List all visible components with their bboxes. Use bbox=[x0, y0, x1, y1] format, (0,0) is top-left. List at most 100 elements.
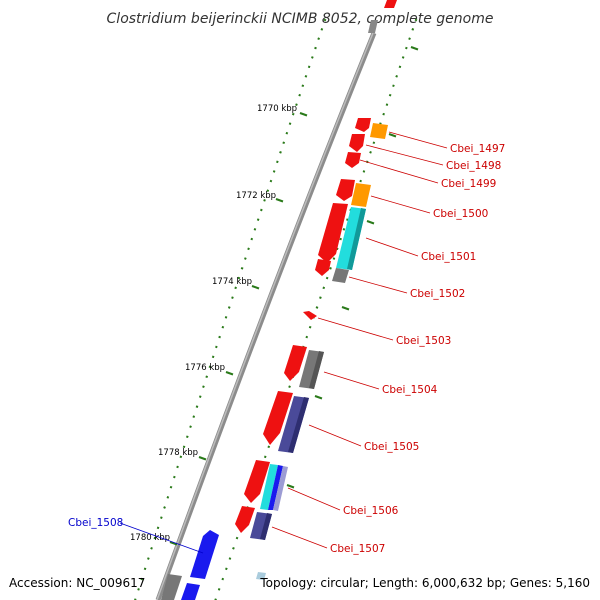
inner-tick bbox=[221, 325, 225, 329]
gene-label-cbei-1500[interactable]: Cbei_1500 bbox=[433, 208, 488, 220]
inner-tick bbox=[237, 276, 241, 280]
inner-tick bbox=[256, 218, 260, 221]
gene-arrow-1501-red[interactable] bbox=[318, 203, 348, 263]
tick-label-1778: 1778 kbp bbox=[158, 448, 198, 458]
outer-major-tick bbox=[314, 395, 323, 400]
tick-label-1772: 1772 kbp bbox=[236, 191, 276, 201]
inner-tick bbox=[291, 112, 295, 116]
outer-tick bbox=[232, 546, 235, 550]
outer-tick bbox=[225, 567, 228, 571]
gene-label-cbei-1503[interactable]: Cbei_1503 bbox=[396, 335, 451, 347]
inner-tick bbox=[179, 455, 183, 459]
inner-tick bbox=[202, 385, 205, 389]
map-title: Clostridium beijerinckii NCIMB 8052, com… bbox=[107, 11, 494, 27]
inner-tick bbox=[269, 179, 273, 183]
inner-tick bbox=[260, 208, 263, 212]
inner-tick bbox=[311, 56, 314, 59]
inner-tick bbox=[272, 170, 276, 173]
gene-arrow-1503-red[interactable] bbox=[303, 311, 317, 320]
gene-arrow-1507-red[interactable] bbox=[235, 506, 255, 533]
inner-tick bbox=[304, 74, 308, 78]
inner-tick bbox=[140, 577, 144, 581]
gene-arrow-bottom-blue[interactable] bbox=[181, 583, 200, 600]
label-connectors bbox=[119, 131, 448, 554]
gene-box-1507-slate-shade bbox=[260, 513, 272, 540]
outer-tick bbox=[398, 65, 402, 69]
inner-tick bbox=[163, 506, 166, 509]
outer-tick bbox=[414, 18, 418, 22]
gene-label-cbei-1501[interactable]: Cbei_1501 bbox=[421, 251, 476, 263]
accession-text: Accession: NC_009617 bbox=[9, 576, 145, 590]
gene-label-cbei-1506[interactable]: Cbei_1506 bbox=[343, 505, 399, 517]
outer-tick bbox=[217, 588, 221, 591]
major-tick bbox=[299, 112, 308, 117]
inner-tick bbox=[279, 150, 282, 154]
outer-tick bbox=[408, 37, 411, 41]
gene-label-cbei-1504[interactable]: Cbei_1504 bbox=[382, 384, 438, 396]
outer-tick bbox=[392, 84, 395, 88]
gene-box-1502-gray[interactable] bbox=[332, 268, 349, 283]
genome-backbone bbox=[155, 32, 377, 600]
gene-box-bottom-gray[interactable] bbox=[161, 574, 182, 600]
outer-tick bbox=[228, 557, 232, 560]
outer-tick bbox=[372, 141, 376, 145]
gene-features bbox=[161, 118, 388, 600]
inner-tick bbox=[160, 516, 163, 519]
gene-arrow-1504-red[interactable] bbox=[284, 345, 307, 381]
gene-label-cbei-1502[interactable]: Cbei_1502 bbox=[410, 288, 465, 300]
gene-label-cbei-1497[interactable]: Cbei_1497 bbox=[450, 143, 505, 155]
outer-tick bbox=[263, 455, 267, 459]
outer-tick bbox=[388, 93, 392, 97]
inner-tick bbox=[263, 199, 266, 202]
inner-tick bbox=[208, 365, 212, 369]
gene-label-cbei-1498[interactable]: Cbei_1498 bbox=[446, 160, 501, 172]
gene-arrow-1498-red[interactable] bbox=[349, 134, 365, 152]
inner-tick bbox=[227, 306, 231, 309]
inner-tick bbox=[143, 567, 147, 571]
gene-box-1500-orange[interactable] bbox=[351, 183, 371, 207]
inner-tick bbox=[198, 395, 202, 398]
tick-label-1770: 1770 kbp bbox=[257, 104, 297, 114]
gene-arrow-1502-red[interactable] bbox=[315, 259, 331, 276]
inner-tick bbox=[282, 141, 286, 145]
major-tick bbox=[198, 456, 207, 461]
outer-tick bbox=[267, 445, 271, 449]
gene-arrow-1506-red[interactable] bbox=[244, 460, 270, 503]
inner-tick bbox=[156, 526, 160, 530]
gene-arrow-1505-red[interactable] bbox=[263, 391, 293, 445]
gene-arrow-1499-red[interactable] bbox=[345, 152, 361, 168]
inner-tick bbox=[182, 445, 186, 449]
outer-tick bbox=[322, 286, 326, 290]
outer-tick bbox=[342, 228, 346, 231]
outer-major-tick bbox=[286, 484, 295, 489]
gene-box-1497-orange[interactable] bbox=[370, 123, 388, 139]
gene-fragment-top-red bbox=[384, 0, 397, 8]
inner-tick bbox=[266, 189, 270, 193]
gene-arrow-1508-blue[interactable] bbox=[190, 530, 219, 579]
major-tick bbox=[251, 285, 260, 290]
gene-box-1506-cyan[interactable] bbox=[260, 464, 278, 510]
gene-arrow-1497-red[interactable] bbox=[355, 118, 371, 132]
gene-label-cbei-1508[interactable]: Cbei_1508 bbox=[68, 517, 123, 529]
inner-tick bbox=[314, 46, 317, 50]
outer-tick bbox=[362, 170, 366, 173]
major-tick bbox=[169, 541, 178, 546]
tick-label-1780: 1780 kbp bbox=[130, 533, 170, 543]
inner-tick bbox=[137, 588, 140, 591]
inner-tick bbox=[295, 103, 298, 106]
outer-major-tick bbox=[366, 220, 375, 225]
gene-label-cbei-1505[interactable]: Cbei_1505 bbox=[364, 441, 419, 453]
inner-tick bbox=[176, 465, 179, 469]
gene-label-cbei-1499[interactable]: Cbei_1499 bbox=[441, 178, 496, 190]
gene-box-1505-slate-shade bbox=[288, 397, 309, 453]
outer-tick bbox=[308, 325, 312, 329]
gene-box-1506-slate[interactable] bbox=[273, 466, 288, 511]
gene-box-1506-blue[interactable] bbox=[268, 465, 283, 510]
inner-tick bbox=[195, 405, 199, 408]
inner-tick bbox=[169, 485, 173, 489]
gene-label-cbei-1507[interactable]: Cbei_1507 bbox=[330, 543, 385, 555]
outer-tick bbox=[235, 536, 239, 540]
outer-tick bbox=[329, 266, 332, 270]
gene-arrow-1500-red[interactable] bbox=[336, 179, 355, 201]
outer-tick bbox=[369, 150, 372, 154]
